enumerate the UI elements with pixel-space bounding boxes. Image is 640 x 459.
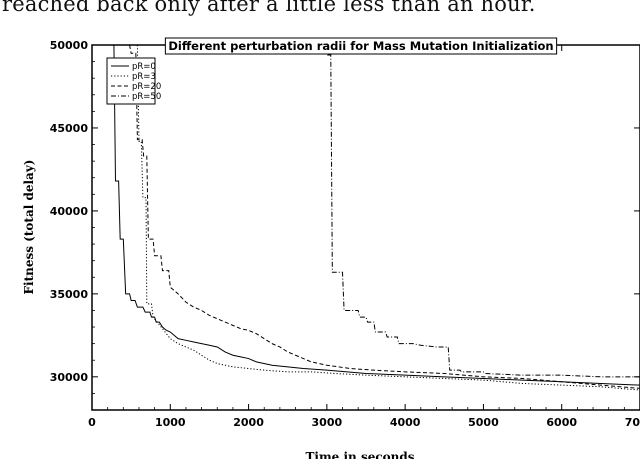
chart-title: Different perturbation radii for Mass Mu… — [168, 39, 553, 53]
legend-label: pR=20 — [132, 82, 161, 92]
x-tick-label: 2000 — [233, 416, 264, 429]
x-tick-label: 3000 — [312, 416, 343, 429]
x-tick-label: 0 — [88, 416, 96, 429]
series-line-pr50 — [325, 45, 640, 378]
y-axis-label: Fitness (total delay) — [22, 160, 36, 295]
x-tick-label: 1000 — [155, 416, 186, 429]
series-layer — [113, 45, 640, 391]
page-caption-text: reached back only after a little less th… — [2, 0, 536, 16]
series-line-pr0 — [113, 45, 640, 386]
y-tick-label: 40000 — [50, 205, 89, 218]
tick-layer: 0 1000 2000 3000 4000 5000 6000 7000 30000 35000 4… — [50, 39, 640, 429]
x-axis-label: Time in seconds — [305, 450, 414, 459]
legend-label: pR=50 — [132, 92, 161, 102]
series-line-pr20 — [129, 45, 640, 389]
y-tick-label: 30000 — [50, 371, 89, 384]
x-tick-label: 4000 — [390, 416, 421, 429]
x-tick-label: 7000 — [625, 416, 640, 429]
y-tick-label: 45000 — [50, 122, 89, 135]
legend-label: pR=0 — [132, 62, 156, 72]
plot-frame — [91, 44, 640, 411]
x-tick-label: 5000 — [468, 416, 499, 429]
y-tick-label: 50000 — [50, 39, 89, 52]
y-tick-label: 35000 — [50, 288, 89, 301]
chart-title-box — [164, 37, 558, 55]
legend-label: pR=3 — [132, 72, 156, 82]
x-tick-label: 6000 — [546, 416, 577, 429]
series-line-pr3 — [136, 45, 640, 391]
